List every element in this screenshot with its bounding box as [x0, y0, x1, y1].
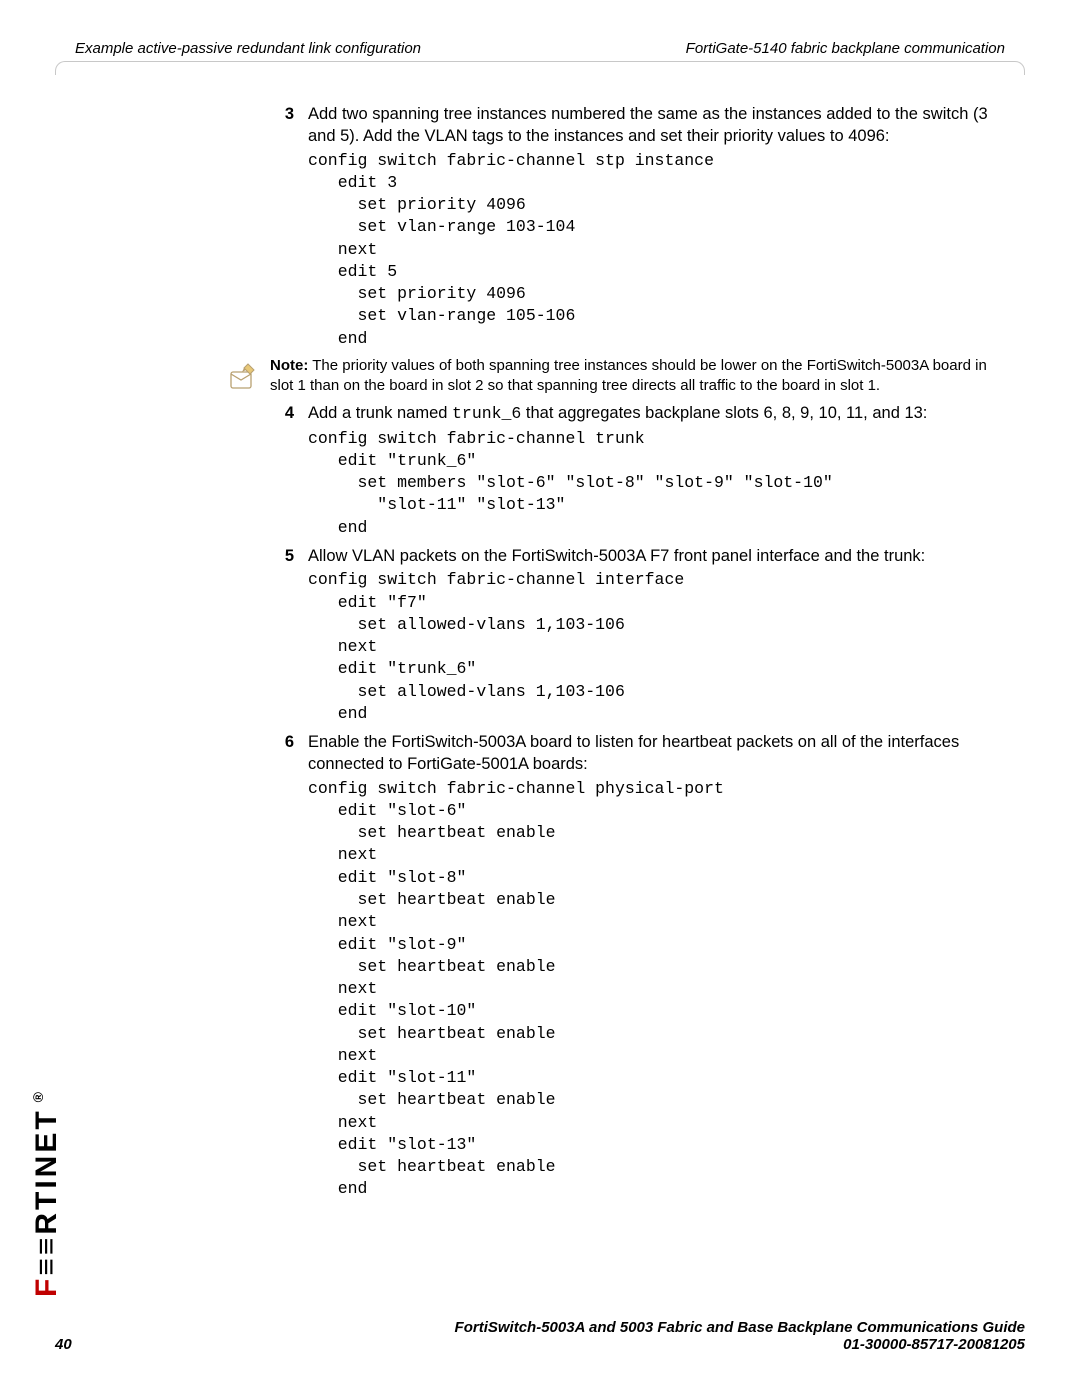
step-number: 4	[270, 402, 308, 425]
step-number: 6	[270, 731, 308, 776]
header-left: Example active-passive redundant link co…	[75, 40, 421, 57]
step-text-b: that aggregates backplane slots 6, 8, 9,…	[521, 404, 927, 422]
brand-mark: ®	[30, 1089, 46, 1102]
note-icon	[224, 356, 262, 394]
header-right: FortiGate-5140 fabric backplane communic…	[686, 40, 1005, 57]
brand-logo: F≡≡RTINET ®	[30, 1089, 64, 1297]
step-text: Add two spanning tree instances numbered…	[308, 103, 1005, 148]
code-block-3: config switch fabric-channel stp instanc…	[308, 150, 1005, 350]
inline-code: trunk_6	[452, 404, 521, 423]
page-number: 40	[55, 1336, 72, 1353]
step-5: 5 Allow VLAN packets on the FortiSwitch-…	[270, 545, 1005, 567]
step-number: 5	[270, 545, 308, 567]
brand-red: F	[30, 1276, 63, 1297]
step-4: 4 Add a trunk named trunk_6 that aggrega…	[270, 402, 1005, 425]
step-6: 6 Enable the FortiSwitch-5003A board to …	[270, 731, 1005, 776]
brand-text: RTINET	[30, 1108, 63, 1234]
note-text: Note: The priority values of both spanni…	[270, 356, 1005, 397]
header-rule	[55, 61, 1025, 75]
step-number: 3	[270, 103, 308, 148]
code-block-4: config switch fabric-channel trunk edit …	[308, 428, 1005, 539]
step-text: Enable the FortiSwitch-5003A board to li…	[308, 731, 1005, 776]
brand-bars: ≡≡	[30, 1235, 63, 1276]
step-3: 3 Add two spanning tree instances number…	[270, 103, 1005, 148]
code-block-6: config switch fabric-channel physical-po…	[308, 778, 1005, 1201]
step-text-a: Add a trunk named	[308, 404, 452, 422]
note-label: Note:	[270, 357, 308, 374]
note-row: Note: The priority values of both spanni…	[270, 356, 1005, 397]
footer-docid: 01-30000-85717-20081205	[455, 1336, 1025, 1353]
footer: 40 FortiSwitch-5003A and 5003 Fabric and…	[55, 1319, 1025, 1353]
note-body: The priority values of both spanning tre…	[270, 357, 987, 394]
content-area: 3 Add two spanning tree instances number…	[270, 103, 1005, 1201]
step-text: Add a trunk named trunk_6 that aggregate…	[308, 402, 1005, 425]
code-block-5: config switch fabric-channel interface e…	[308, 569, 1005, 725]
footer-title: FortiSwitch-5003A and 5003 Fabric and Ba…	[455, 1319, 1025, 1336]
step-text: Allow VLAN packets on the FortiSwitch-50…	[308, 545, 1005, 567]
